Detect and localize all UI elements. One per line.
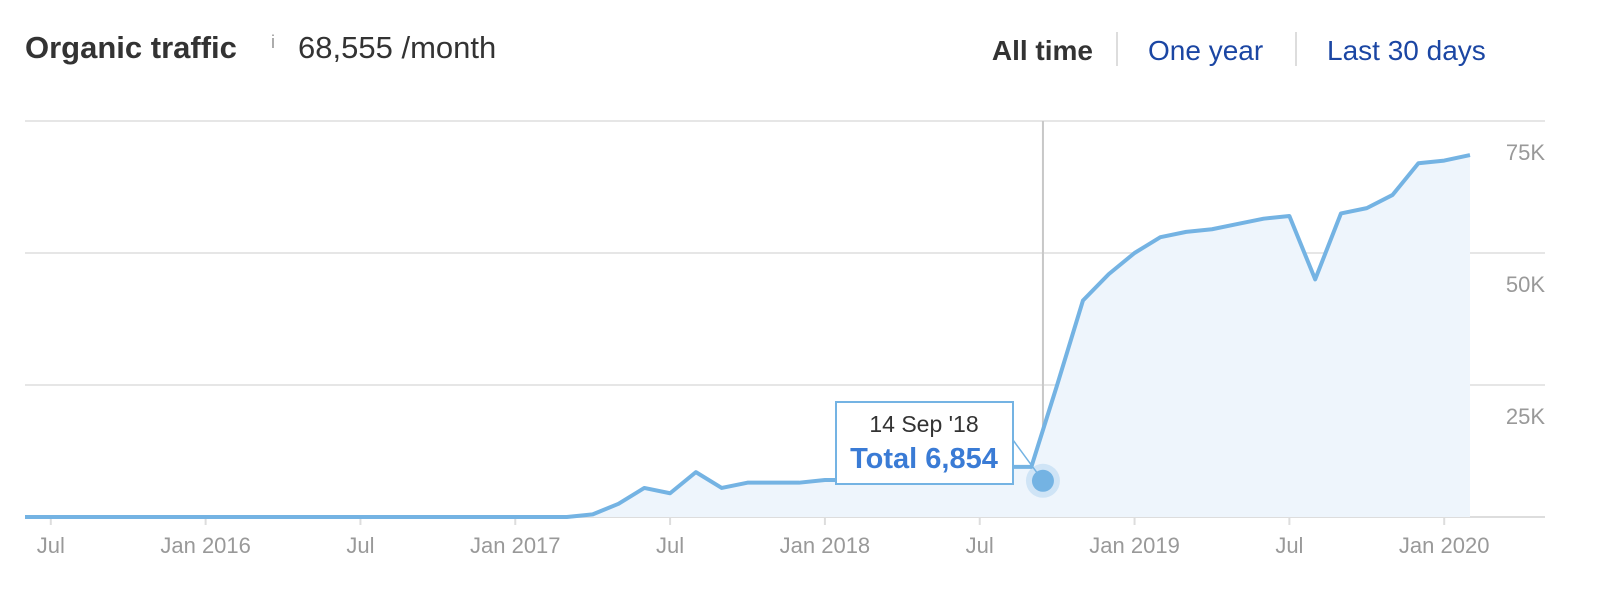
total-unit: /month (401, 30, 496, 65)
x-tick-label: Jan 2020 (1399, 533, 1490, 558)
x-tick-label: Jul (1275, 533, 1303, 558)
total-value: 68,555 (298, 30, 393, 65)
tooltip-marker (1031, 469, 1054, 492)
x-tick-label: Jan 2017 (470, 533, 561, 558)
range-tab[interactable]: Last 30 days (1327, 35, 1486, 66)
x-tick-label: Jul (966, 533, 994, 558)
x-tick-label: Jan 2016 (160, 533, 251, 558)
tooltip-date: 14 Sep '18 (869, 411, 978, 437)
line (25, 153, 1471, 519)
title: Organic traffic (25, 30, 237, 65)
total-traffic: 68,555 /month (298, 30, 496, 65)
area (25, 155, 1470, 517)
range-tab[interactable]: All time (992, 35, 1093, 66)
tooltip-label: Total (850, 443, 917, 475)
x-tick-label: Jan 2018 (780, 533, 871, 558)
y-tick-label: 50K (1506, 272, 1545, 297)
range-tab[interactable]: One year (1148, 35, 1263, 66)
x-tick-label: Jul (346, 533, 374, 558)
tooltip-value: 6,854 (925, 443, 998, 475)
x-tick-label: Jul (37, 533, 65, 558)
y-tick-label: 75K (1506, 140, 1545, 165)
tooltip-total: Total 6,854 (850, 443, 998, 475)
tooltip-box (835, 401, 1014, 485)
x-tick-label: Jan 2019 (1089, 533, 1180, 558)
info-icon[interactable]: i (271, 32, 275, 52)
y-tick-label: 25K (1506, 404, 1545, 429)
x-tick-label: Jul (656, 533, 684, 558)
